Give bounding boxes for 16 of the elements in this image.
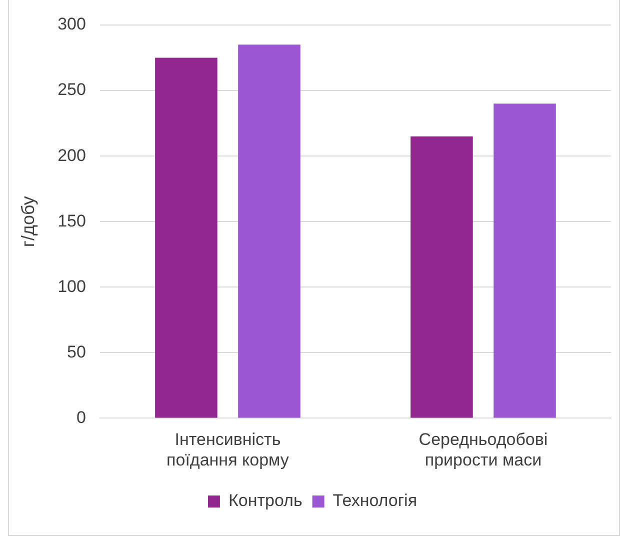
x-tick-label: Інтенсивність поїдання корму: [166, 430, 290, 470]
bar: [494, 104, 556, 418]
bar: [155, 58, 218, 418]
legend-label: Технологія: [332, 491, 418, 510]
y-tick-label: 200: [58, 146, 86, 165]
y-axis-title: г/добу: [18, 196, 38, 248]
y-tick-label: 50: [67, 342, 86, 362]
y-tick-label: 300: [58, 14, 86, 34]
y-tick-label: 250: [58, 80, 86, 100]
y-tick-label: 100: [58, 276, 86, 296]
bar: [410, 136, 473, 418]
x-tick-label: Середньодобові прирости маси: [418, 430, 548, 470]
y-tick-label: 150: [58, 211, 86, 230]
y-tick-label: 0: [76, 408, 86, 427]
bar: [238, 44, 300, 418]
legend-label: Контроль: [228, 491, 302, 510]
